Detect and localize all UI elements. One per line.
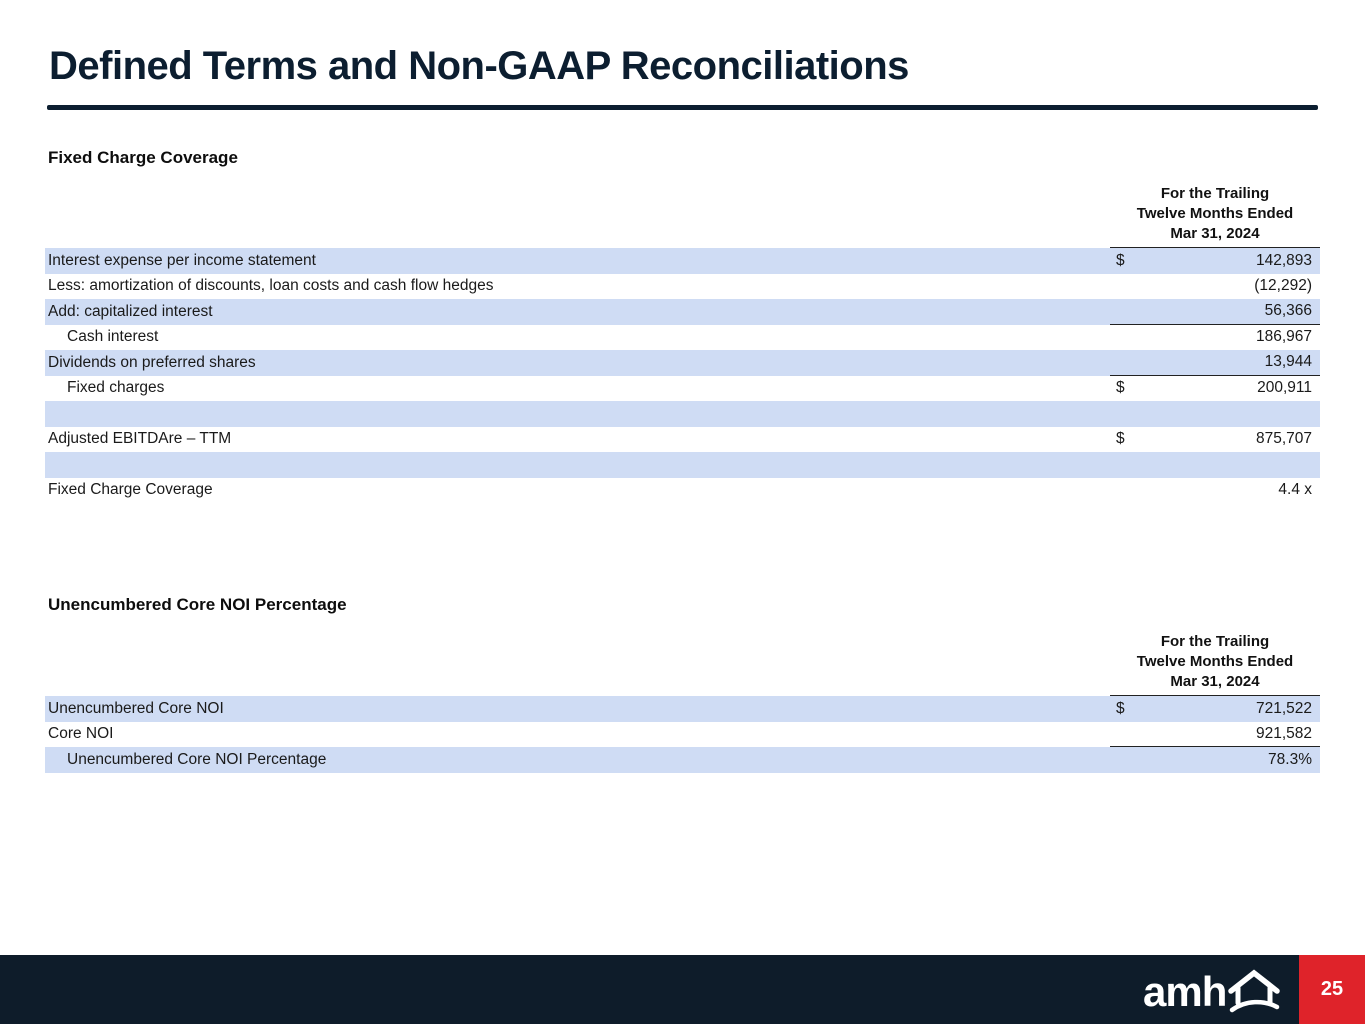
row-label	[45, 401, 1110, 427]
row-value-cell: 13,944	[1110, 350, 1320, 376]
table-row: Less: amortization of discounts, loan co…	[45, 274, 1320, 300]
column-header-line: Twelve Months Ended	[1136, 653, 1294, 670]
row-value-cell: $200,911	[1110, 376, 1320, 402]
column-header: For the Trailing Twelve Months Ended Mar…	[1110, 184, 1320, 248]
row-value-cell: $875,707	[1110, 427, 1320, 453]
row-label: Cash interest	[67, 328, 159, 346]
row-value: 186,967	[1255, 328, 1312, 346]
table-row: Unencumbered Core NOI $721,522	[45, 696, 1320, 722]
section-title-unencumbered-core-noi: Unencumbered Core NOI Percentage	[48, 595, 347, 614]
unencumbered-core-noi-table: For the Trailing Twelve Months Ended Mar…	[45, 632, 1320, 773]
row-value-cell: 921,582	[1110, 722, 1320, 747]
row-label: Interest expense per income statement	[48, 251, 316, 269]
row-value-cell: $142,893	[1110, 248, 1320, 274]
row-label	[45, 452, 1110, 478]
row-label: Unencumbered Core NOI Percentage	[67, 750, 327, 768]
fixed-charge-coverage-table: For the Trailing Twelve Months Ended Mar…	[45, 184, 1320, 503]
row-value: 721,522	[1255, 699, 1312, 717]
table-row	[45, 452, 1320, 478]
row-label: Adjusted EBITDAre – TTM	[48, 430, 232, 448]
row-value: 78.3%	[1268, 750, 1312, 768]
row-value-cell: (12,292)	[1110, 274, 1320, 300]
currency-symbol: $	[1116, 379, 1125, 397]
currency-symbol: $	[1116, 251, 1125, 269]
table-row: Adjusted EBITDAre – TTM $875,707	[45, 427, 1320, 453]
currency-symbol: $	[1116, 699, 1125, 717]
row-value: (12,292)	[1254, 277, 1312, 295]
amh-logo-text: amh	[1143, 968, 1226, 1014]
column-header-line: For the Trailing	[1160, 633, 1270, 650]
row-label: Unencumbered Core NOI	[48, 699, 224, 717]
row-value-cell: 4.4 x	[1110, 478, 1320, 504]
row-value: 875,707	[1255, 430, 1312, 448]
table-row: Core NOI 921,582	[45, 722, 1320, 747]
currency-symbol: $	[1116, 430, 1125, 448]
table-rows: Interest expense per income statement $14…	[45, 248, 1320, 503]
table-row: Dividends on preferred shares 13,944	[45, 350, 1320, 376]
row-label: Fixed charges	[67, 379, 165, 397]
row-label: Less: amortization of discounts, loan co…	[48, 277, 494, 295]
column-header-line: For the Trailing	[1160, 185, 1270, 202]
row-value: 13,944	[1264, 353, 1312, 371]
row-value: 200,911	[1257, 379, 1312, 397]
table-rows: Unencumbered Core NOI $721,522 Core NOI 921…	[45, 696, 1320, 773]
row-label: Dividends on preferred shares	[48, 353, 256, 371]
row-value-cell	[1110, 452, 1320, 478]
table-row: Add: capitalized interest 56,366	[45, 299, 1320, 325]
row-label: Add: capitalized interest	[48, 302, 213, 320]
row-value: 142,893	[1255, 251, 1312, 269]
house-icon	[1228, 969, 1280, 1012]
column-header: For the Trailing Twelve Months Ended Mar…	[1110, 632, 1320, 696]
footer-bar: amh 25	[0, 955, 1365, 1024]
table-row: Unencumbered Core NOI Percentage 78.3%	[45, 747, 1320, 773]
row-value-cell: 56,366	[1110, 299, 1320, 325]
title-underline	[47, 105, 1318, 110]
table-row: Cash interest 186,967	[45, 325, 1320, 351]
row-label: Fixed Charge Coverage	[48, 481, 213, 499]
amh-logo: amh	[1143, 968, 1280, 1014]
table-row: Fixed charges $200,911	[45, 376, 1320, 402]
column-header-line: Mar 31, 2024	[1170, 673, 1260, 690]
row-value-cell	[1110, 401, 1320, 427]
row-value-cell: 186,967	[1110, 325, 1320, 351]
page-number: 25	[1320, 978, 1344, 1000]
section-title-fixed-charge-coverage: Fixed Charge Coverage	[48, 148, 238, 167]
page-number-box: 25	[1299, 955, 1365, 1024]
column-header-line: Mar 31, 2024	[1170, 225, 1260, 242]
row-value: 921,582	[1255, 724, 1312, 742]
table-row: Fixed Charge Coverage 4.4 x	[45, 478, 1320, 504]
column-header-line: Twelve Months Ended	[1136, 205, 1294, 222]
row-value: 56,366	[1264, 302, 1312, 320]
table-row	[45, 401, 1320, 427]
page-title: Defined Terms and Non-GAAP Reconciliatio…	[49, 44, 909, 88]
row-value: 4.4 x	[1278, 481, 1312, 499]
row-value-cell: 78.3%	[1110, 747, 1320, 773]
table-row: Interest expense per income statement $14…	[45, 248, 1320, 274]
row-value-cell: $721,522	[1110, 696, 1320, 722]
row-label: Core NOI	[48, 725, 114, 743]
